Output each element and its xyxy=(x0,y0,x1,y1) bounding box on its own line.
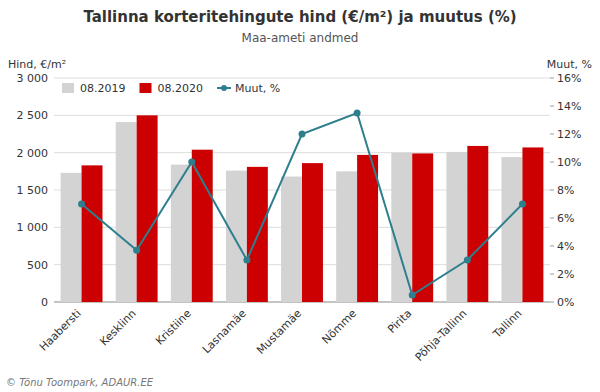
y2-tick xyxy=(550,106,554,107)
legend-swatch xyxy=(62,83,74,93)
grid xyxy=(54,78,550,302)
marks xyxy=(61,110,544,303)
y2-tick-label: 6% xyxy=(557,212,574,225)
x-tick-label: Kesklinn xyxy=(97,307,138,348)
y2-tick-label: 4% xyxy=(557,240,574,253)
bar xyxy=(357,155,378,302)
legend-item: 08.2020 xyxy=(140,82,204,95)
y-tick-label: 1 500 xyxy=(17,184,49,197)
y2-tick-label: 2% xyxy=(557,268,574,281)
bar xyxy=(137,115,158,302)
y2-tick-label: 10% xyxy=(557,156,581,169)
x-tick-label: Kristiine xyxy=(153,307,194,348)
bar xyxy=(82,165,103,302)
bar xyxy=(61,173,82,302)
line-marker xyxy=(299,131,306,138)
x-tick-label: Lasnamäe xyxy=(200,307,249,356)
line-marker xyxy=(354,110,361,117)
bar xyxy=(116,122,137,302)
title: Tallinna korteritehingute hind (€/m²) ja… xyxy=(83,8,516,26)
x-tick-label: Nõmme xyxy=(320,307,360,347)
y2-tick-label: 8% xyxy=(557,184,574,197)
legend-swatch xyxy=(140,83,152,93)
bar xyxy=(412,153,433,302)
y2-tick xyxy=(550,218,554,219)
y-tick-label: 2 500 xyxy=(17,109,49,122)
y2-tick xyxy=(550,246,554,247)
y2-tick xyxy=(550,274,554,275)
legend-label: 08.2020 xyxy=(158,82,204,95)
line-marker xyxy=(409,292,416,299)
legend-label: 08.2019 xyxy=(80,82,126,95)
y2-tick-label: 0% xyxy=(557,296,574,309)
bar xyxy=(522,147,543,302)
legend: 08.2019 08.2020 Muut, % xyxy=(62,82,280,95)
y2-axis-label: Muut, % xyxy=(547,58,592,71)
y2-tick xyxy=(550,78,554,79)
legend-item: Muut, % xyxy=(217,82,280,95)
line-marker xyxy=(133,247,140,254)
y-tick-label: 500 xyxy=(27,259,48,272)
legend-item: 08.2019 xyxy=(62,82,126,95)
line-marker xyxy=(243,257,250,264)
line xyxy=(82,113,523,295)
y2-tick xyxy=(550,162,554,163)
line-marker xyxy=(188,159,195,166)
bar xyxy=(302,163,323,302)
y2-tick xyxy=(550,190,554,191)
legend-swatch-marker xyxy=(221,85,227,91)
subtitle: Maa-ameti andmed xyxy=(242,31,359,45)
grid-line xyxy=(54,78,550,79)
x-tick-label: Tallinn xyxy=(490,307,524,341)
bar xyxy=(391,153,412,302)
legend-label: Muut, % xyxy=(235,82,280,95)
bar xyxy=(336,171,357,302)
line-marker xyxy=(519,201,526,208)
x-tick-label: Mustamäe xyxy=(254,307,304,357)
x-tick-label: Haabersti xyxy=(37,307,84,354)
y2-tick-label: 14% xyxy=(557,100,581,113)
y2-tick-label: 16% xyxy=(557,72,581,85)
bar xyxy=(171,165,192,302)
bar xyxy=(226,171,247,302)
bar xyxy=(446,152,467,302)
y2-tick-label: 12% xyxy=(557,128,581,141)
footer: © Tõnu Toompark, ADAUR.EE xyxy=(6,377,154,388)
x-tick-label: Pirita xyxy=(385,307,414,336)
bar xyxy=(192,150,213,302)
bar xyxy=(281,177,302,302)
y-tick-label: 2 000 xyxy=(17,147,49,160)
x-tick-label: Põhja-Tallinn xyxy=(413,307,470,364)
grid-line xyxy=(54,115,550,116)
line-marker xyxy=(78,201,85,208)
y2-tick xyxy=(550,302,554,303)
bar xyxy=(502,157,523,302)
chart: Tallinna korteritehingute hind (€/m²) ja… xyxy=(0,0,600,392)
line-marker xyxy=(464,257,471,264)
y-tick-label: 0 xyxy=(41,296,48,309)
bar xyxy=(467,146,488,302)
y-axis-label: Hind, €/m² xyxy=(8,58,66,71)
y-tick-label: 1 000 xyxy=(17,221,49,234)
y-tick-label: 3 000 xyxy=(17,72,49,85)
y2-tick xyxy=(550,134,554,135)
